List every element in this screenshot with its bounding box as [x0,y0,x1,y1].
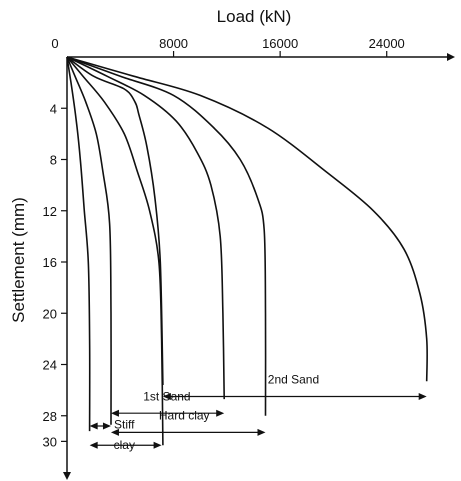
annotation-label-4: Stiff [114,418,135,432]
y-tick-label: 16 [43,255,57,270]
dimension-1-arrow-left [110,409,119,417]
dimension-2-arrow-left [89,422,98,430]
x-tick-label: 16000 [262,36,298,51]
y-tick-label: 20 [43,306,57,321]
y-tick-label: 12 [43,204,57,219]
dimension-3-arrow-left [110,428,119,436]
y-tick-label: 28 [43,409,57,424]
dimension-4-arrow-right [153,441,162,449]
dimension-3-arrow-right [257,428,266,436]
x-axis-arrow [447,53,455,61]
series-line-5 [66,56,225,400]
annotation-label-3: Hard clay [159,409,210,423]
x-tick-label: 24000 [369,36,405,51]
dimension-2nd-sand-arrow-left [162,393,171,401]
x-tick-label: 8000 [159,36,188,51]
dimension-2nd-sand-arrow-right [418,393,427,401]
series-line-6 [66,56,267,416]
series-line-2 [66,56,112,425]
dimension-2-arrow-right [102,422,111,430]
dimension-4-arrow-left [89,441,98,449]
y-axis-arrow [63,472,71,480]
annotation-label-1: 2nd Sand [268,373,319,387]
y-tick-label: 8 [50,153,57,168]
x-tick-label: 0 [51,36,58,51]
y-tick-label: 4 [50,101,57,116]
series-line-3 [66,56,164,446]
annotation-label-2: 1st Sand [143,389,190,403]
y-tick-label: 24 [43,358,57,373]
x-axis-title: Load (kN) [217,7,292,26]
annotation-label-5: clay [114,438,135,452]
series-line-7 [66,56,428,382]
y-tick-label: 30 [43,434,57,449]
series-line-4 [66,56,164,386]
dimension-1-arrow-right [216,409,225,417]
series-line-1 [66,56,91,432]
y-axis-title: Settlement (mm) [9,197,28,323]
